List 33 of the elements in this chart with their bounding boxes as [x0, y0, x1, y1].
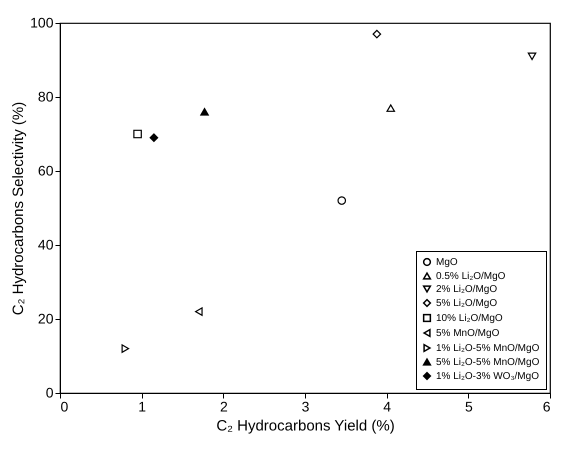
x-tick-label: 4 [383, 398, 392, 414]
point [122, 344, 130, 353]
legend-label: 10% Li₂O/MgO [436, 313, 503, 324]
y-tick-label: 60 [38, 162, 54, 178]
y-tick-label: 100 [30, 14, 54, 30]
legend-label: 5% MnO/MgO [436, 328, 500, 339]
legend-label: 0.5% Li₂O/MgO [436, 271, 506, 282]
legend-label: 2% Li₂O/MgO [436, 284, 498, 295]
x-axis-title: C₂ Hydrocarbons Yield (%) [216, 418, 395, 434]
legend-label: 1% Li₂O-3% WO₃/MgO [436, 371, 540, 382]
x-tick-label: 0 [60, 398, 68, 414]
legend-label: 5% Li₂O-5% MnO/MgO [436, 357, 540, 368]
point [133, 130, 142, 138]
legend-label: MgO [436, 257, 458, 268]
y-tick-label: 20 [38, 310, 54, 326]
point [337, 196, 346, 205]
legend-label: 1% Li₂O-5% MnO/MgO [436, 343, 540, 354]
point [386, 104, 396, 112]
x-tick-label: 2 [220, 398, 228, 414]
y-tick-label: 40 [38, 236, 54, 252]
y-axis-title: C₂ Hydrocarbons Selectivity (%) [10, 102, 28, 316]
y-tick-label: 80 [38, 88, 54, 104]
x-tick-label: 3 [302, 398, 310, 414]
point [150, 133, 158, 142]
legend-label: 5% Li₂O/MgO [436, 298, 498, 309]
point [372, 30, 382, 38]
point [195, 307, 203, 316]
x-tick-label: 6 [542, 398, 551, 414]
x-tick-label: 1 [138, 398, 146, 414]
point [528, 52, 536, 60]
x-tick-label: 5 [464, 398, 473, 414]
point [200, 108, 209, 116]
y-tick-label: 0 [46, 384, 54, 400]
